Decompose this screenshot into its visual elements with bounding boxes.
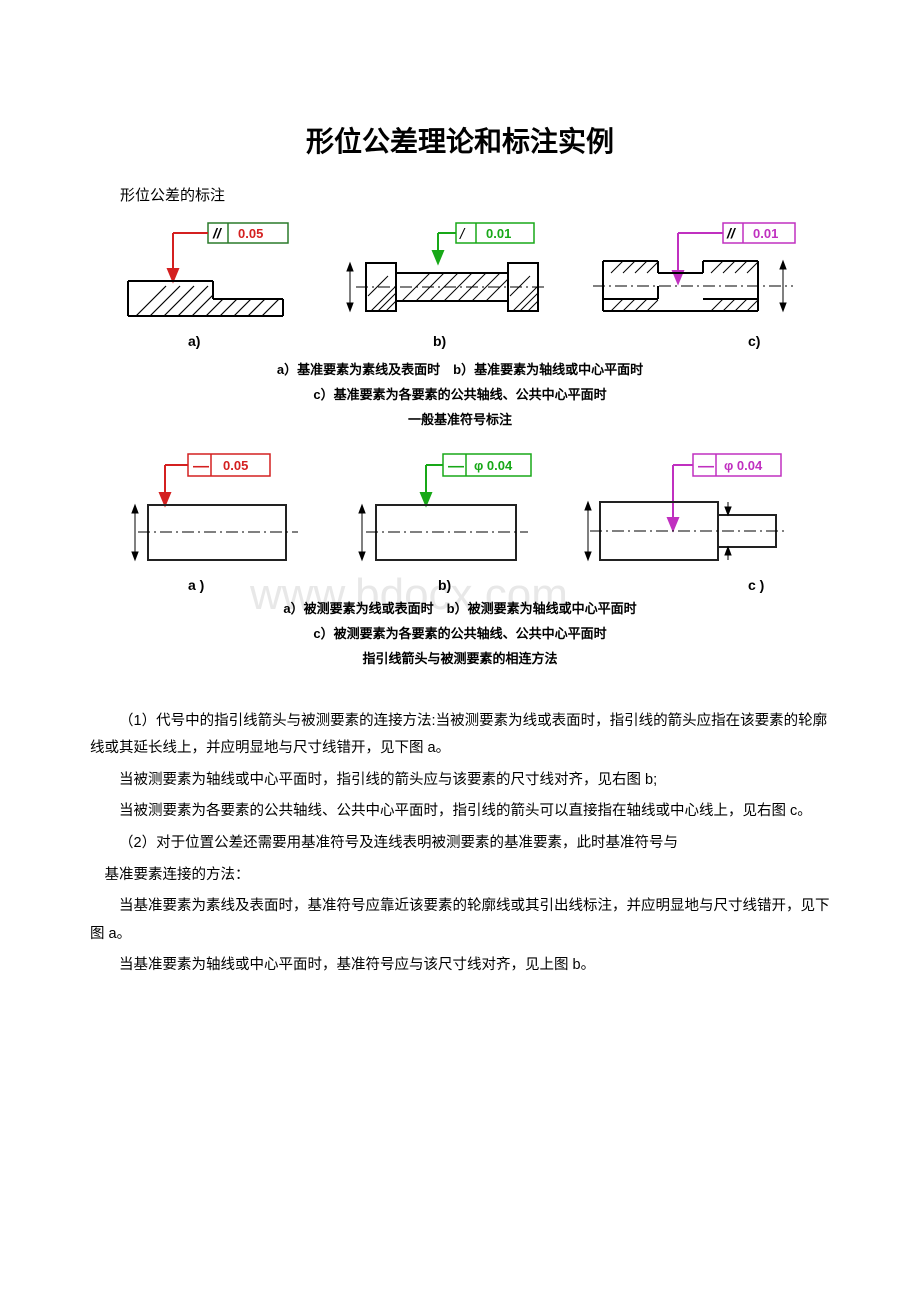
fig1-caption-3: 一般基准符号标注 bbox=[90, 410, 830, 431]
fig2b-tol: φ 0.04 bbox=[474, 458, 513, 473]
fig1b-tol: 0.01 bbox=[486, 226, 511, 241]
figure-1b: / 0.01 bbox=[338, 221, 553, 356]
page-title: 形位公差理论和标注实例 bbox=[90, 120, 830, 160]
svg-text:—: — bbox=[698, 458, 714, 475]
fig2a-label: a ) bbox=[188, 577, 204, 593]
fig2-caption-3: 指引线箭头与被测要素的相连方法 bbox=[90, 649, 830, 670]
paragraph-1: （1）代号中的指引线箭头与被测要素的连接方法:当被测要素为线或表面时，指引线的箭… bbox=[90, 708, 830, 763]
fig1b-label: b) bbox=[433, 333, 446, 349]
figure-2a: — 0.05 a ) bbox=[123, 450, 318, 595]
fig1a-label: a) bbox=[188, 333, 200, 349]
fig2c-tol: φ 0.04 bbox=[724, 458, 763, 473]
figure-2: — 0.05 a ) bbox=[90, 450, 830, 669]
section-subtitle: 形位公差的标注 bbox=[90, 184, 830, 205]
fig1c-label: c) bbox=[748, 333, 760, 349]
figure-2c: — φ 0.04 bbox=[578, 450, 798, 595]
svg-text:—: — bbox=[193, 458, 209, 475]
paragraph-3: 当被测要素为各要素的公共轴线、公共中心平面时，指引线的箭头可以直接指在轴线或中心… bbox=[90, 798, 830, 826]
figure-2b: — φ 0.04 b) bbox=[348, 450, 548, 595]
fig1-caption-2: c）基准要素为各要素的公共轴线、公共中心平面时 bbox=[90, 385, 830, 406]
paragraph-5: 基准要素连接的方法： bbox=[90, 862, 830, 890]
paragraph-2: 当被测要素为轴线或中心平面时，指引线的箭头应与该要素的尺寸线对齐，见右图 b; bbox=[90, 767, 830, 795]
fig1a-tol: 0.05 bbox=[238, 226, 263, 241]
paragraph-7: 当基准要素为轴线或中心平面时，基准符号应与该尺寸线对齐，见上图 b。 bbox=[90, 952, 830, 980]
fig1-caption-1: a）基准要素为素线及表面时 b）基准要素为轴线或中心平面时 bbox=[90, 360, 830, 381]
svg-text:/: / bbox=[459, 226, 466, 243]
fig1c-tol: 0.01 bbox=[753, 226, 778, 241]
paragraph-6: 当基准要素为素线及表面时，基准符号应靠近该要素的轮廓线或其引出线标注，并应明显地… bbox=[90, 893, 830, 948]
fig2-caption-1: a）被测要素为线或表面时 b）被测要素为轴线或中心平面时 bbox=[90, 599, 830, 620]
fig2a-tol: 0.05 bbox=[223, 458, 248, 473]
svg-text:—: — bbox=[448, 458, 464, 475]
paragraph-4: （2）对于位置公差还需要用基准符号及连线表明被测要素的基准要素，此时基准符号与 bbox=[90, 830, 830, 858]
figure-1: // 0.05 bbox=[90, 221, 830, 430]
fig2b-label: b) bbox=[438, 577, 451, 593]
svg-text://: // bbox=[212, 225, 223, 241]
fig2c-label: c ) bbox=[748, 577, 764, 593]
fig2-caption-2: c）被测要素为各要素的公共轴线、公共中心平面时 bbox=[90, 624, 830, 645]
figure-1c: // 0.01 bbox=[583, 221, 803, 356]
figure-1a: // 0.05 bbox=[118, 221, 308, 356]
svg-text://: // bbox=[726, 225, 737, 241]
